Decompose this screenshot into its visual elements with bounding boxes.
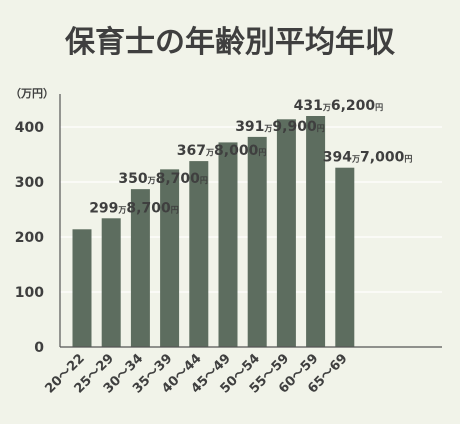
y-tick-100: 100	[15, 285, 44, 301]
data-label-part: 円	[404, 155, 412, 164]
data-label-part: 万	[322, 103, 331, 112]
bar-9	[335, 167, 355, 347]
bar-6	[247, 136, 267, 347]
data-label-part: 394	[323, 150, 352, 166]
data-label-part: 431	[294, 98, 323, 114]
bar-7	[276, 119, 296, 347]
data-label-part: 万	[263, 124, 272, 133]
data-label-part: 万	[205, 148, 214, 157]
data-label-part: 円	[375, 103, 383, 112]
data-label-part: 円	[258, 148, 266, 157]
data-label-8: 431万6,200円	[294, 98, 384, 114]
data-label-part: 万	[351, 155, 360, 164]
bar-1	[101, 218, 121, 347]
y-tick-300: 300	[15, 175, 44, 191]
y-tick-labels: 0 100 200 300 400	[15, 120, 44, 356]
data-label-part: 8,000	[214, 143, 259, 159]
data-label-part: 8,700	[156, 171, 201, 187]
data-label-part: 391	[235, 119, 264, 135]
data-label-6: 391万9,900円	[235, 119, 325, 135]
bars	[72, 116, 355, 347]
data-label-part: 6,200	[331, 98, 376, 114]
data-label-9: 394万7,000円	[323, 150, 413, 166]
bar-0	[72, 229, 92, 347]
data-label-part: 万	[147, 176, 156, 185]
data-label-4: 367万8,000円	[177, 143, 267, 159]
data-label-part: 万	[117, 205, 126, 214]
data-label-part: 7,000	[360, 150, 405, 166]
data-label-part: 円	[317, 124, 325, 133]
data-label-part: 367	[177, 143, 206, 159]
data-label-part: 350	[118, 171, 147, 187]
data-label-1: 299万8,700円	[89, 200, 179, 216]
data-label-part: 9,900	[272, 119, 317, 135]
y-axis-unit: （万円）	[10, 87, 54, 100]
data-label-2: 350万8,700円	[118, 171, 208, 187]
data-label-part: 299	[89, 200, 118, 216]
bar-5	[218, 142, 238, 347]
y-tick-200: 200	[15, 230, 44, 246]
axes	[59, 94, 442, 348]
data-label-part: 円	[171, 205, 179, 214]
chart-title: 保育士の年齢別平均年収	[65, 25, 396, 60]
bar-4	[189, 161, 209, 347]
bar-8	[306, 116, 326, 347]
data-label-part: 8,700	[126, 200, 171, 216]
data-label-part: 円	[200, 176, 208, 185]
x-tick-labels: 20～2225～2930～3435～3940～4445～4950～5455～59…	[42, 351, 350, 396]
y-tick-400: 400	[15, 120, 44, 136]
bar-3	[160, 169, 180, 347]
data-labels: 299万8,700円350万8,700円367万8,000円391万9,900円…	[89, 98, 412, 216]
bar-2	[130, 189, 150, 347]
y-tick-0: 0	[34, 340, 44, 356]
